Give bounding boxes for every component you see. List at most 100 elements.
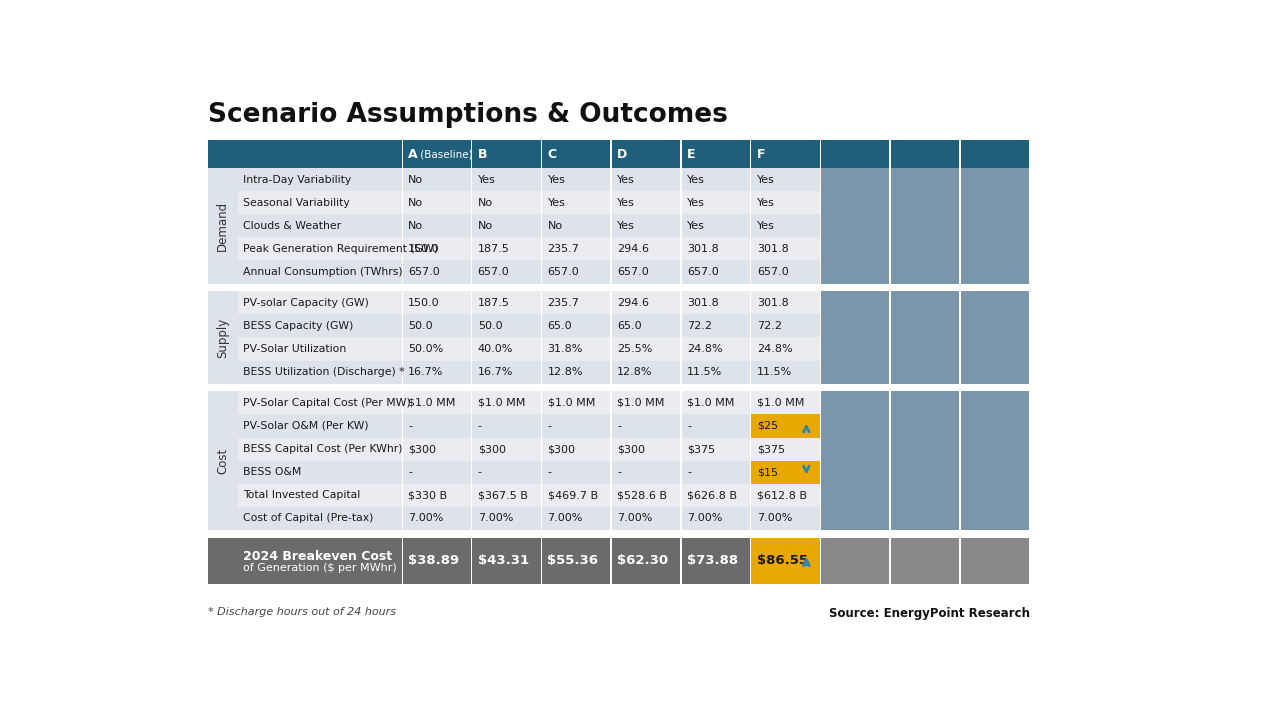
Bar <box>403 391 471 415</box>
Text: 12.8%: 12.8% <box>548 367 582 377</box>
Text: 657.0: 657.0 <box>617 267 649 277</box>
Text: 301.8: 301.8 <box>756 298 788 307</box>
Text: $1.0 MM: $1.0 MM <box>408 398 456 408</box>
Bar <box>612 238 680 261</box>
Text: No: No <box>477 221 493 231</box>
Bar <box>209 530 1029 538</box>
Text: 301.8: 301.8 <box>687 298 719 307</box>
Text: $55.36: $55.36 <box>548 554 599 567</box>
Text: Yes: Yes <box>756 198 774 207</box>
Bar <box>541 538 611 584</box>
Text: A: A <box>408 148 417 161</box>
Text: Yes: Yes <box>756 221 774 231</box>
Bar <box>960 315 1029 338</box>
Text: $375: $375 <box>687 444 716 454</box>
Bar <box>612 215 680 238</box>
Bar <box>612 538 680 584</box>
Text: $38.89: $38.89 <box>408 554 460 567</box>
Bar <box>472 361 540 384</box>
Bar <box>820 215 890 238</box>
Bar <box>238 168 402 191</box>
Bar <box>820 238 890 261</box>
Text: $1.0 MM: $1.0 MM <box>687 398 735 408</box>
Bar <box>681 191 750 215</box>
Bar <box>751 291 819 315</box>
Bar <box>891 261 959 284</box>
Bar <box>238 191 402 215</box>
Bar <box>960 484 1029 507</box>
Bar <box>403 461 471 484</box>
Bar <box>751 361 819 384</box>
Text: $375: $375 <box>756 444 785 454</box>
Bar <box>541 215 611 238</box>
Text: $528.6 B: $528.6 B <box>617 490 667 500</box>
Bar <box>751 461 819 484</box>
Bar <box>541 140 611 168</box>
Bar <box>209 284 1029 291</box>
Text: (Baseline): (Baseline) <box>417 149 472 159</box>
Bar <box>820 391 890 415</box>
Bar <box>891 538 959 584</box>
Bar <box>891 191 959 215</box>
Bar <box>681 238 750 261</box>
Text: 11.5%: 11.5% <box>756 367 792 377</box>
Bar <box>681 484 750 507</box>
Bar <box>960 538 1029 584</box>
Text: D: D <box>617 148 627 161</box>
Bar <box>472 238 540 261</box>
Text: BESS Capital Cost (Per KWhr): BESS Capital Cost (Per KWhr) <box>243 444 402 454</box>
Bar <box>403 338 471 361</box>
Bar <box>681 215 750 238</box>
Bar <box>820 484 890 507</box>
Text: -: - <box>408 467 412 477</box>
Bar <box>751 438 819 461</box>
Text: $367.5 B: $367.5 B <box>477 490 527 500</box>
Text: $626.8 B: $626.8 B <box>687 490 737 500</box>
Bar <box>238 238 402 261</box>
Bar <box>472 140 540 168</box>
Text: $612.8 B: $612.8 B <box>756 490 806 500</box>
Text: 235.7: 235.7 <box>548 244 580 254</box>
Bar <box>403 238 471 261</box>
Text: Yes: Yes <box>687 221 705 231</box>
Text: 7.00%: 7.00% <box>687 513 722 523</box>
Text: Source: EnergyPoint Research: Source: EnergyPoint Research <box>828 607 1029 620</box>
Text: 301.8: 301.8 <box>687 244 719 254</box>
Bar <box>681 315 750 338</box>
Bar <box>238 338 402 361</box>
Bar <box>681 391 750 415</box>
Text: -: - <box>548 467 552 477</box>
Bar <box>891 291 959 315</box>
Text: B: B <box>477 148 488 161</box>
Text: Demand: Demand <box>216 201 229 251</box>
Bar <box>820 461 890 484</box>
Text: 16.7%: 16.7% <box>408 367 443 377</box>
Text: Yes: Yes <box>687 198 705 207</box>
Bar <box>612 391 680 415</box>
Bar <box>472 168 540 191</box>
Text: -: - <box>617 467 621 477</box>
Bar <box>681 538 750 584</box>
Text: 25.5%: 25.5% <box>617 344 653 354</box>
Text: $43.31: $43.31 <box>477 554 529 567</box>
Text: -: - <box>687 467 691 477</box>
Bar <box>472 315 540 338</box>
Bar <box>960 415 1029 438</box>
Text: Cost: Cost <box>216 448 229 474</box>
Bar <box>751 261 819 284</box>
Text: 150.0: 150.0 <box>408 298 439 307</box>
Bar <box>681 291 750 315</box>
Bar <box>403 168 471 191</box>
Bar <box>960 140 1029 168</box>
Bar <box>960 261 1029 284</box>
Text: BESS O&M: BESS O&M <box>243 467 301 477</box>
Text: PV-Solar O&M (Per KW): PV-Solar O&M (Per KW) <box>243 421 369 431</box>
Bar <box>820 140 890 168</box>
Bar <box>681 361 750 384</box>
Bar <box>681 338 750 361</box>
Text: Clouds & Weather: Clouds & Weather <box>243 221 340 231</box>
Bar <box>751 238 819 261</box>
Bar <box>820 538 890 584</box>
Bar <box>238 215 402 238</box>
Text: of Generation ($ per MWhr): of Generation ($ per MWhr) <box>243 562 397 572</box>
